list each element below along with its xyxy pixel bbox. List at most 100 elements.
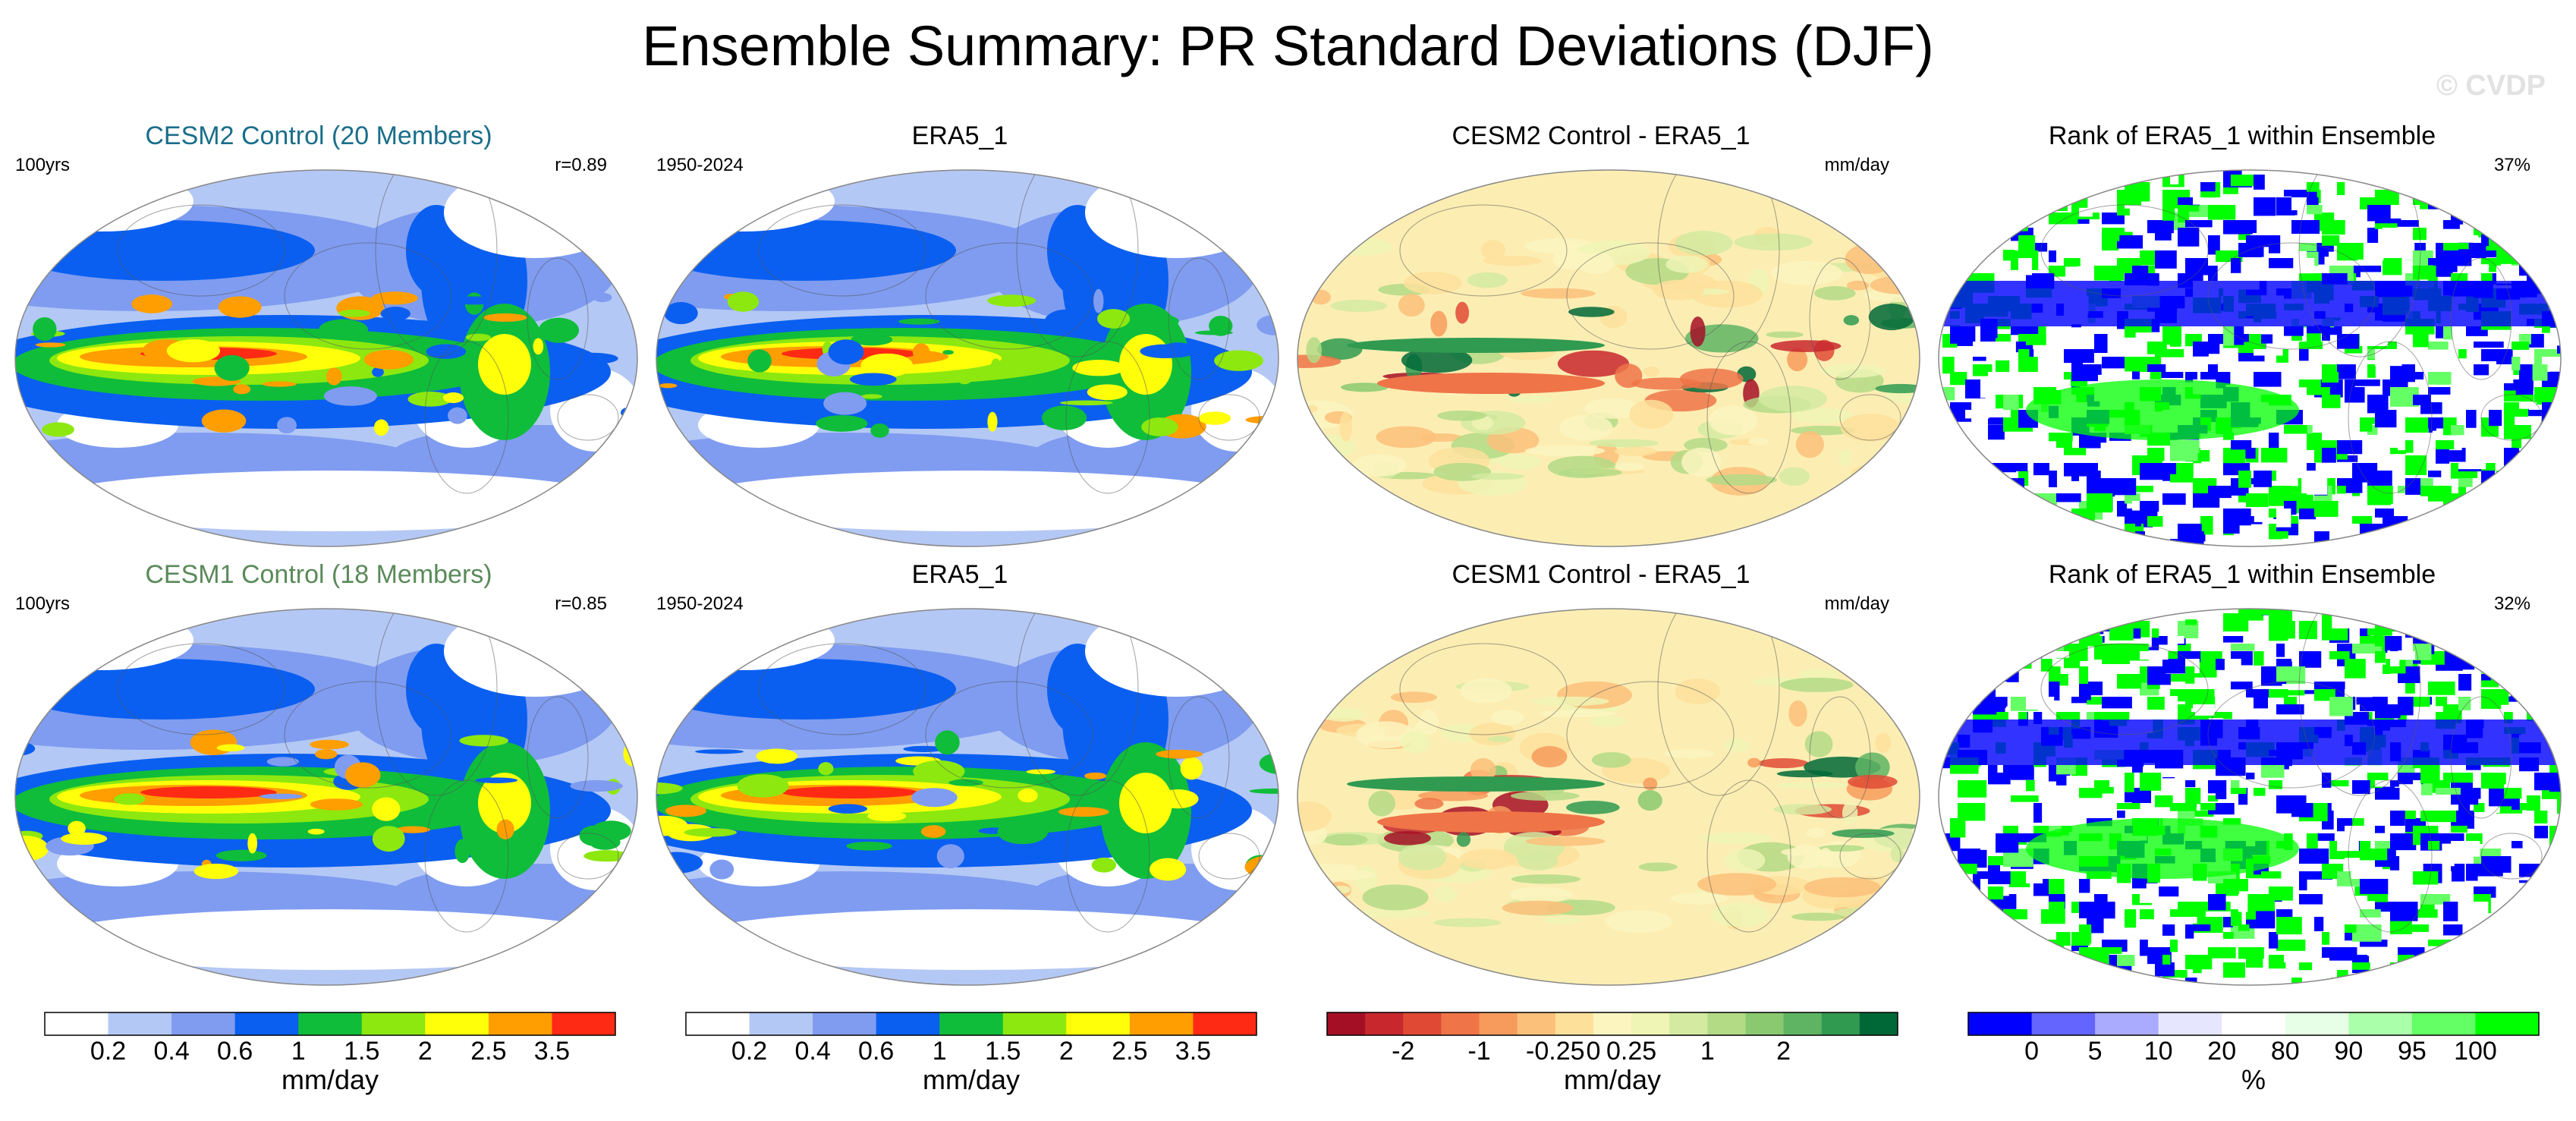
colorbar-tick-label: 0.2 [731, 1037, 767, 1063]
colorbar-swatch [1707, 1012, 1746, 1035]
panel-title: CESM2 Control (20 Members) [145, 121, 492, 150]
panel-cesm2-diff: CESM2 Control - ERA5_1 mm/day [1282, 121, 1920, 547]
period-label: 100yrs [15, 594, 71, 614]
colorbar-swatch [1593, 1012, 1632, 1035]
colorbar-swatch [1968, 1012, 2033, 1035]
colorbar-std-2: 0.2 0.4 0.6 1 1.5 2 2.5 3.5 mm/day [683, 1009, 1260, 1108]
colorbar-unit: mm/day [922, 1064, 1021, 1095]
colorbar-tick-label: 2 [1059, 1037, 1074, 1063]
colorbar-tick-label: 2 [1776, 1037, 1791, 1063]
std-map [656, 608, 1279, 986]
colorbar-swatch [45, 1012, 109, 1035]
colorbar-tick-label: -2 [1392, 1037, 1414, 1063]
rank-map [1938, 608, 2562, 986]
colorbar-swatch [1555, 1012, 1594, 1035]
colorbar-swatch [1517, 1012, 1556, 1035]
colorbar-swatch [1066, 1012, 1131, 1035]
colorbar-swatch [2285, 1012, 2349, 1035]
panel-title: CESM2 Control - ERA5_1 [1452, 121, 1750, 150]
colorbar-unit: % [2241, 1064, 2266, 1095]
colorbar-tick-label: 80 [2271, 1037, 2300, 1063]
colorbar-swatch [1783, 1012, 1823, 1035]
colorbar-tick-label: 1 [933, 1037, 947, 1063]
colorbar-tick-label: 0.4 [794, 1037, 830, 1063]
colorbar-diff: -2 -1 -0.25 0 0.25 1 2 mm/day [1324, 1009, 1901, 1108]
colorbar-tick-label: 10 [2144, 1037, 2173, 1063]
colorbar-swatches: -2 -1 -0.25 0 0.25 1 2 [1326, 1012, 1898, 1063]
colorbar-unit: mm/day [281, 1064, 379, 1095]
panel-cesm2-rank: Rank of ERA5_1 within Ensemble 37% [1923, 121, 2562, 547]
colorbar-tick-label: 1.5 [985, 1037, 1021, 1063]
colorbar-swatches: 0.2 0.4 0.6 1 1.5 2 2.5 3.5 [44, 1012, 616, 1063]
colorbar-tick-label: 95 [2398, 1037, 2427, 1063]
colorbar-swatch [2158, 1012, 2222, 1035]
colorbar-tick-label: 20 [2207, 1037, 2236, 1063]
colorbar-tick-label: 1 [291, 1037, 306, 1063]
colorbar-swatch [2031, 1012, 2096, 1035]
rank-percent-label: 37% [2493, 155, 2530, 175]
colorbar-swatch [1327, 1012, 1366, 1035]
colorbar-swatch [813, 1012, 877, 1035]
colorbar-swatch [1365, 1012, 1404, 1035]
colorbar-swatch [1669, 1012, 1708, 1035]
colorbar-swatch [1745, 1012, 1785, 1035]
colorbar-swatch [2411, 1012, 2476, 1035]
std-map [14, 169, 638, 547]
panel-title: ERA5_1 [911, 121, 1008, 150]
panel-title: ERA5_1 [911, 560, 1008, 589]
colorbar-swatch [1631, 1012, 1670, 1035]
colorbar-swatch [108, 1012, 172, 1035]
colorbar-unit: mm/day [1563, 1064, 1662, 1095]
colorbar-swatch [361, 1012, 426, 1035]
colorbar-swatch [1403, 1012, 1442, 1035]
panel-title: CESM1 Control - ERA5_1 [1452, 560, 1750, 589]
colorbar-tick-label: 2.5 [1112, 1037, 1147, 1063]
colorbar-tick-label: 2.5 [470, 1037, 506, 1063]
cvdp-watermark: © CVDP [2436, 70, 2546, 102]
colorbar-tick-label: 3.5 [1175, 1037, 1211, 1063]
colorbar-swatch [171, 1012, 236, 1035]
correlation-label: r=0.85 [555, 594, 607, 614]
panel-title: CESM1 Control (18 Members) [145, 560, 492, 589]
colorbar-swatch [1002, 1012, 1067, 1035]
colorbar-swatch [234, 1012, 299, 1035]
colorbar-swatch [686, 1012, 750, 1035]
colorbar-swatches: 0.2 0.4 0.6 1 1.5 2 2.5 3.5 [685, 1012, 1257, 1063]
unit-label: mm/day [1824, 594, 1889, 614]
colorbar-tick-label: 0.6 [858, 1037, 894, 1063]
colorbar-tick-label: -1 [1467, 1037, 1490, 1063]
colorbar-swatch [2475, 1012, 2540, 1035]
colorbar-swatches: 0 5 10 20 80 90 95 100 [1967, 1012, 2540, 1063]
panel-title: Rank of ERA5_1 within Ensemble [2048, 560, 2436, 589]
colorbar-tick-label: 0.2 [90, 1037, 126, 1063]
period-label: 1950-2024 [656, 155, 744, 175]
colorbar-frame [44, 1012, 616, 1036]
colorbar-frame [1326, 1012, 1898, 1036]
rank-map [1938, 169, 2562, 547]
colorbar-tick-label: 0 [2024, 1037, 2039, 1063]
colorbar-tick-label: 0.4 [153, 1037, 189, 1063]
period-label: 1950-2024 [656, 594, 744, 614]
colorbar-tick-label: 3.5 [534, 1037, 570, 1063]
colorbar-swatch [1193, 1012, 1257, 1035]
colorbar-swatch [749, 1012, 813, 1035]
colorbar-tick-label: 0.25 [1606, 1037, 1656, 1063]
colorbar-tick-label: 90 [2334, 1037, 2363, 1063]
colorbar-tick-label: -0.25 [1526, 1037, 1585, 1063]
colorbar-frame [685, 1012, 1257, 1036]
colorbar-swatch [552, 1012, 616, 1035]
panel-cesm1-rank: Rank of ERA5_1 within Ensemble 32% [1923, 560, 2562, 986]
colorbar-swatch [2222, 1012, 2286, 1035]
panel-era5-std: ERA5_1 1950-2024 [641, 560, 1279, 986]
diff-map [1297, 169, 1920, 547]
period-label: 100yrs [15, 155, 71, 175]
colorbar-swatch [1479, 1012, 1518, 1035]
colorbar-swatch [2348, 1012, 2413, 1035]
rank-percent-label: 32% [2493, 594, 2530, 614]
colorbar-swatch [1441, 1012, 1480, 1035]
colorbar-swatch [425, 1012, 489, 1035]
colorbar-swatch [488, 1012, 552, 1035]
colorbar-tick-label: 100 [2454, 1037, 2497, 1063]
colorbar-tick-label: 1 [1700, 1037, 1715, 1063]
panel-era5-std: ERA5_1 1950-2024 [641, 121, 1279, 547]
